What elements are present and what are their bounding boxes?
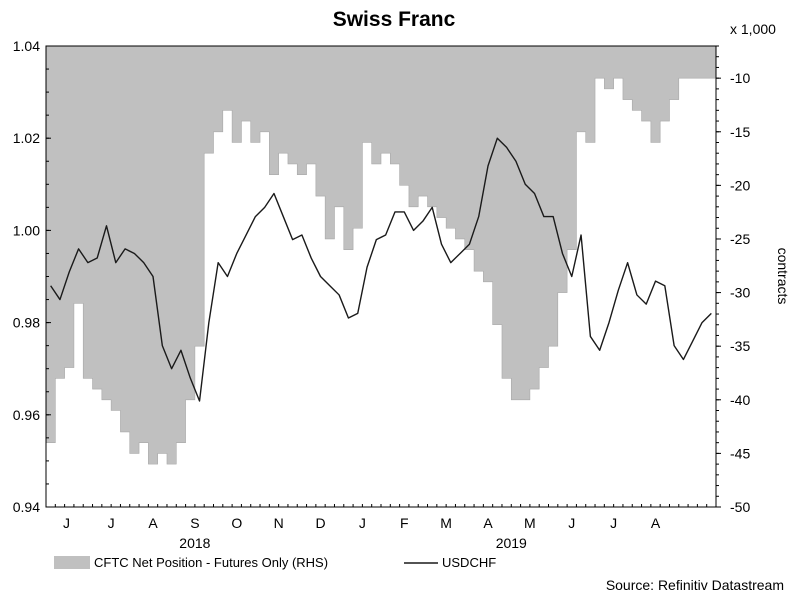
x-month-label: J [610,515,617,531]
x-month-label: M [524,515,536,531]
x-month-label: A [651,515,661,531]
left-tick-label: 1.00 [13,222,40,238]
usdchf-line-layer [50,137,712,402]
legend-line-label: USDCHF [442,555,496,570]
legend-area-label: CFTC Net Position - Futures Only (RHS) [94,555,328,570]
left-tick-label: 0.94 [13,499,40,515]
x-month-label: J [359,515,366,531]
right-tick-label: -45 [730,445,750,461]
x-month-label: D [315,515,325,531]
x-year-label: 2018 [179,535,210,551]
right-axis-label: contracts [775,248,788,305]
right-tick-label: -40 [730,392,750,408]
source-note: Source: Refinitiv Datastream [606,577,784,593]
right-tick-label: -25 [730,231,750,247]
x-month-label: S [190,515,199,531]
right-axis: -50 -45 -40 -35 -30 -25 -20 -15 -10 [716,45,750,515]
x-month-label: M [440,515,452,531]
cftc-area-layer [45,45,717,465]
right-tick-label: -30 [730,285,750,301]
chart-title: Swiss Franc [333,8,456,31]
left-tick-label: 1.02 [13,130,40,146]
x-month-label: A [148,515,158,531]
x-month-label: F [400,515,409,531]
left-tick-label: 1.04 [13,38,40,54]
right-tick-label: -15 [730,124,750,140]
x-year-label: 2019 [496,535,527,551]
left-tick-label: 0.98 [13,315,40,331]
left-axis: 0.94 0.96 0.98 1.00 1.02 1.04 [13,38,51,515]
right-axis-unit-label: x 1,000 [730,21,776,37]
right-tick-label: -10 [730,70,750,86]
right-tick-label: -50 [730,499,750,515]
legend: CFTC Net Position - Futures Only (RHS) U… [54,555,496,570]
cftc-area [45,45,717,465]
plot-area [45,45,717,508]
right-tick-label: -35 [730,338,750,354]
right-tick-label: -20 [730,177,750,193]
x-month-label: O [231,515,242,531]
x-month-label: N [274,515,284,531]
x-month-label: J [63,515,70,531]
usdchf-line [50,137,712,402]
x-month-label: J [568,515,575,531]
legend-area-swatch [54,556,90,569]
x-month-label: A [483,515,493,531]
x-axis: J J A S O N D J F M A M J J A 2018 2019 [45,504,717,551]
x-month-label: J [108,515,115,531]
left-tick-label: 0.96 [13,407,40,423]
